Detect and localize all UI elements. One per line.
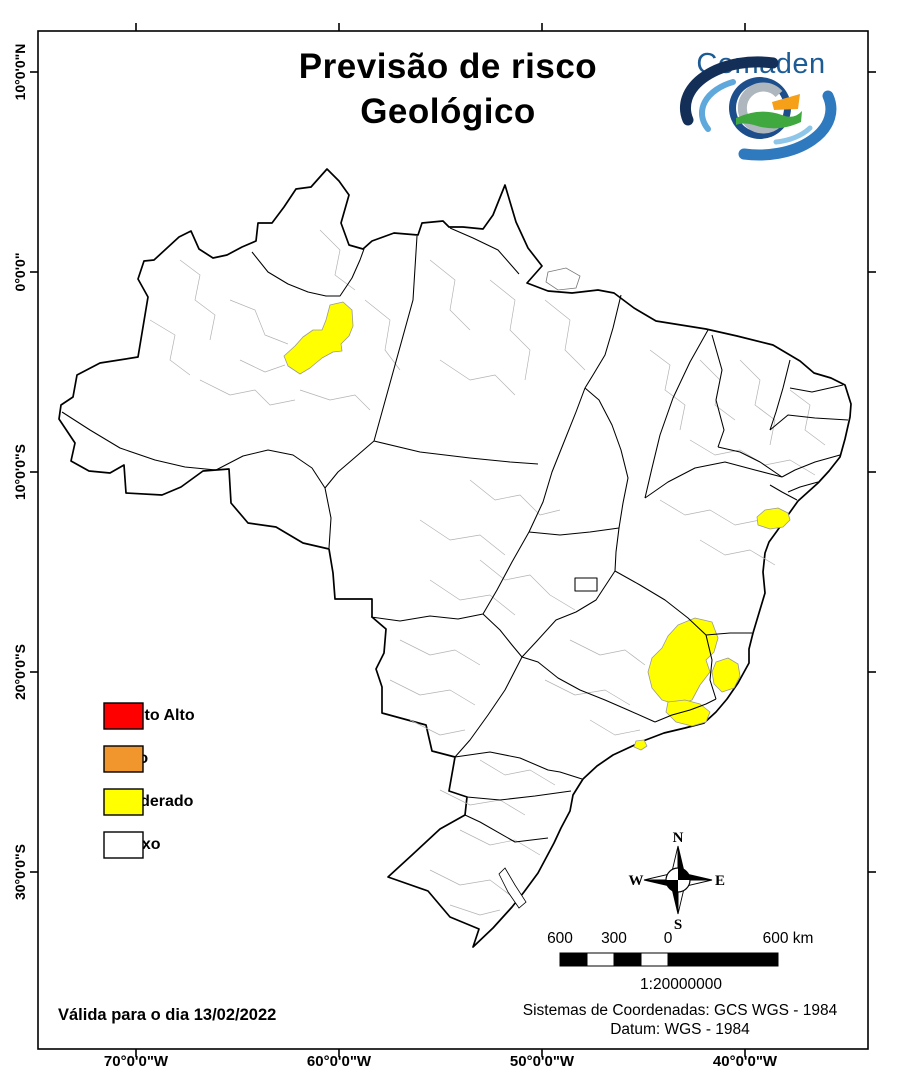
risk-region-espirito-santo [711, 657, 741, 693]
coordinate-system-label: Sistemas de Coordenadas: GCS WGS - 1984 [522, 1002, 838, 1019]
latitude-label-10s: 10°0'0"S [12, 443, 28, 501]
legend-swatch-moderado [103, 788, 144, 816]
datum-label: Datum: WGS - 1984 [610, 1021, 750, 1038]
graticule-ticks [30, 23, 876, 1057]
title-line-2: Geológico [360, 92, 536, 131]
longitude-label-50w: 50°0'0"W [509, 1053, 575, 1070]
scale-label-300: 300 [601, 930, 627, 947]
scale-label-600-left: 600 [547, 930, 573, 947]
coordinate-system-block: Sistemas de Coordenadas: GCS WGS - 1984 … [470, 1001, 890, 1039]
legend-item-muito-alto: Muito Alto [103, 702, 195, 730]
state-boundaries [61, 227, 849, 843]
latitude-label-10n: 10°0'0"N [12, 43, 28, 101]
validity-date-label: Válida para o dia 13/02/2022 [58, 1006, 277, 1024]
risk-region-amazonas [283, 301, 354, 375]
scale-label-600-km: 600 km [763, 930, 814, 947]
latitude-label-20s: 20°0'0"S [12, 643, 28, 701]
title-line-1: Previsão de risco [298, 47, 598, 86]
legend-item-alto: Alto [103, 745, 148, 773]
cemaden-logo: Cemaden [676, 48, 846, 161]
legend-item-moderado: Moderado [103, 788, 193, 816]
risk-region-minas-gerais [647, 617, 719, 706]
scale-label-0: 0 [664, 930, 673, 947]
compass-east-label: E [715, 873, 725, 889]
moderate-risk-regions [283, 301, 791, 751]
legend-item-baixo: Baixo [103, 831, 161, 859]
cemaden-eye-icon [680, 56, 837, 161]
compass-south-label: S [674, 917, 682, 933]
marajo-island [545, 267, 581, 291]
lagoa-dos-patos [498, 867, 527, 909]
latitude-label-0: 0°0'0" [12, 252, 28, 292]
risk-region-serra-do-mar [633, 739, 648, 751]
page-title: Previsão de risco Geológico [218, 44, 678, 134]
longitude-label-40w: 40°0'0"W [712, 1053, 778, 1070]
map-frame [37, 30, 869, 1050]
compass-north-label: N [673, 830, 684, 846]
longitude-label-60w: 60°0'0"W [306, 1053, 372, 1070]
legend-swatch-baixo [103, 831, 144, 859]
compass-rose: N S W E [629, 830, 726, 933]
risk-region-bahia-coast [756, 507, 791, 530]
longitude-label-70w: 70°0'0"W [103, 1053, 169, 1070]
brazil-country-outline [58, 168, 852, 948]
latitude-label-30s: 30°0'0"S [12, 843, 28, 901]
legend-swatch-muito-alto [103, 702, 144, 730]
scale-bar: 600 300 0 600 km 1:20000000 [547, 930, 813, 993]
legend-swatch-alto [103, 745, 144, 773]
scale-ratio-label: 1:20000000 [640, 976, 722, 993]
compass-west-label: W [629, 873, 644, 889]
distrito-federal-boundary [574, 577, 598, 592]
